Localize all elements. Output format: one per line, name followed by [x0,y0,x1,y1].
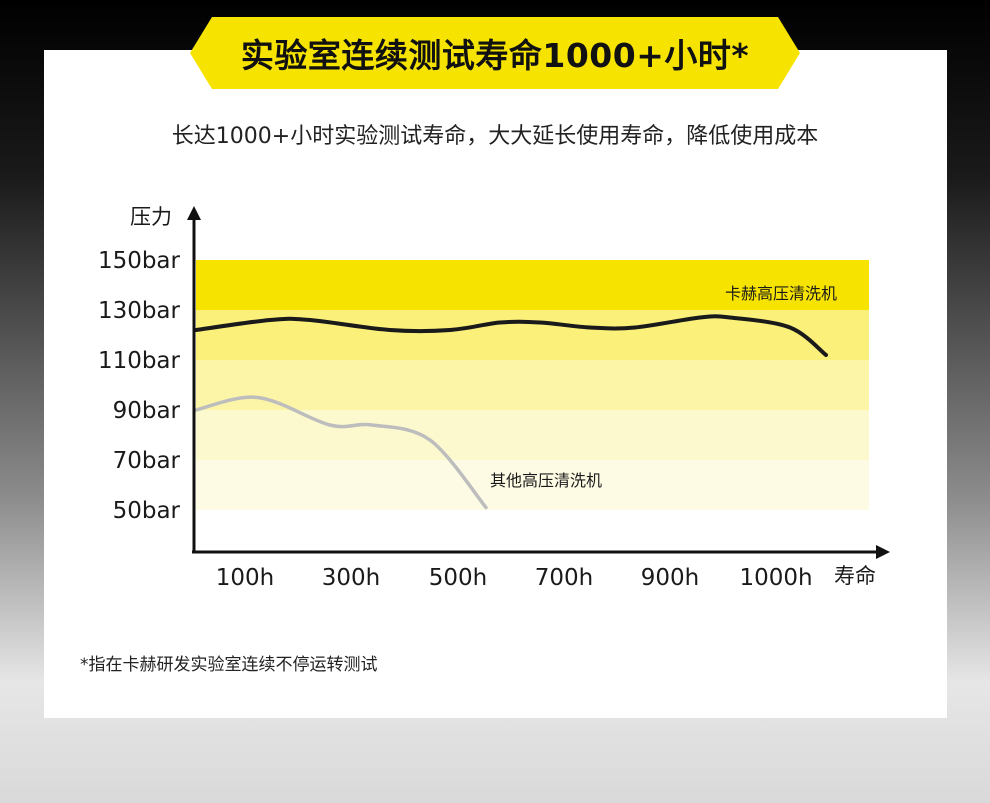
series-label-karcher: 卡赫高压清洗机 [725,284,837,303]
y-tick-labels: 150bar 130bar 110bar 90bar 70bar 50bar [98,248,181,524]
x-tick-label: 900h [641,565,699,591]
title-banner: 实验室连续测试寿命1000+小时* [190,17,800,89]
page-subtitle: 长达1000+小时实验测试寿命，大大延长使用寿命，降低使用成本 [171,124,819,149]
y-axis-label: 压力 [130,205,172,229]
pressure-band [196,410,869,460]
y-tick-label: 90bar [113,398,181,424]
series-line-other [194,395,488,510]
footnote: *指在卡赫研发实验室连续不停运转测试 [80,655,378,675]
series-label-other: 其他高压清洗机 [490,471,602,490]
y-tick-label: 110bar [98,348,181,374]
x-axis-label: 寿命 [834,564,876,588]
x-tick-label: 500h [429,565,487,591]
y-tick-label: 50bar [113,498,181,524]
pressure-bands [196,260,869,510]
y-tick-label: 70bar [113,448,181,474]
pressure-band [196,360,869,410]
x-axis-arrow [876,545,890,559]
y-tick-label: 130bar [98,298,181,324]
x-tick-labels: 100h 300h 500h 700h 900h 1000h [216,565,813,591]
y-axis-arrow [187,206,201,220]
pressure-band [196,260,869,310]
x-tick-label: 100h [216,565,274,591]
y-tick-label: 150bar [98,248,181,274]
x-tick-label: 700h [535,565,593,591]
series-line-karcher [194,314,828,357]
pressure-band [196,460,869,510]
x-tick-label: 300h [322,565,380,591]
x-tick-label: 1000h [739,565,812,591]
